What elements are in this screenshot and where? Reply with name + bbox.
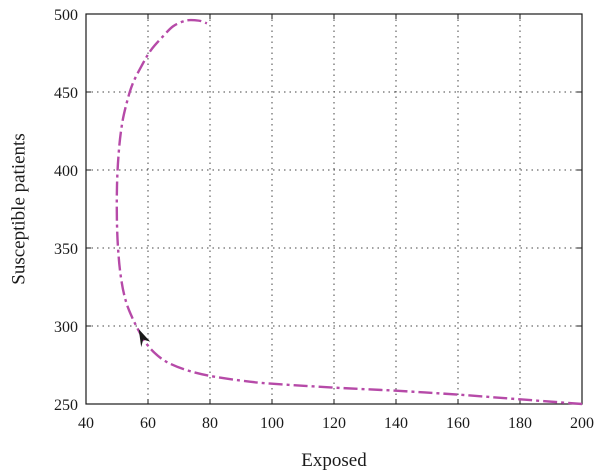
annotations-layer xyxy=(138,329,151,348)
x-tick-label: 80 xyxy=(202,415,218,432)
y-tick-label: 450 xyxy=(54,85,78,102)
series-layer xyxy=(115,18,583,406)
grid xyxy=(86,14,582,404)
x-tick-label: 120 xyxy=(322,415,346,432)
y-tick-labels: 250 300 350 400 450 500 xyxy=(54,7,78,414)
y-tick-label: 250 xyxy=(54,397,78,414)
x-tick-label: 60 xyxy=(140,415,156,432)
y-tick-label: 350 xyxy=(54,241,78,258)
series-line xyxy=(115,18,583,406)
x-tick-label: 160 xyxy=(446,415,470,432)
x-axis-title: Exposed xyxy=(301,450,367,471)
y-tick-label: 400 xyxy=(54,163,78,180)
x-tick-label: 100 xyxy=(260,415,284,432)
y-tick-label: 300 xyxy=(54,319,78,336)
x-tick-label: 140 xyxy=(384,415,408,432)
x-tick-label: 40 xyxy=(78,415,94,432)
y-tick-label: 500 xyxy=(54,7,78,24)
x-tick-label: 180 xyxy=(508,415,532,432)
y-axis-title: Susceptible patients xyxy=(8,133,29,284)
plot-frame xyxy=(85,13,583,405)
x-tick-label: 200 xyxy=(570,415,594,432)
direction-arrow-icon xyxy=(138,329,151,348)
x-tick-labels: 40 60 80 100 120 140 160 180 200 xyxy=(78,415,594,432)
